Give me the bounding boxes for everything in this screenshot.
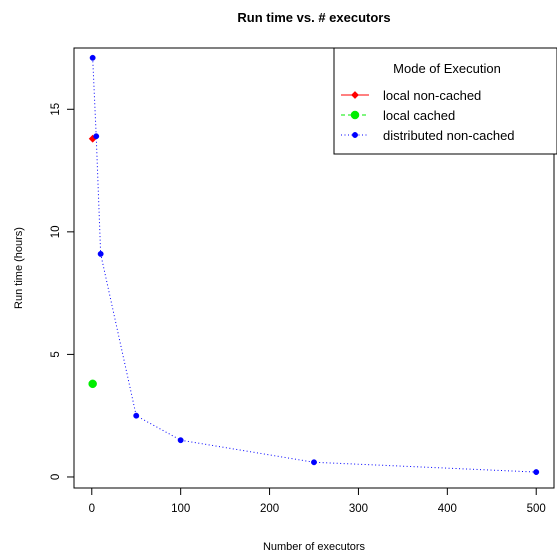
chart-title: Run time vs. # executors	[237, 10, 390, 25]
x-tick-label: 300	[349, 503, 368, 515]
y-axis: 0 5 10 15	[50, 103, 74, 480]
x-tick-label: 500	[527, 503, 546, 515]
legend-swatch-marker	[352, 132, 358, 138]
data-point	[97, 250, 104, 257]
y-tick-label: 0	[50, 474, 62, 480]
y-axis-label: Run time (hours)	[13, 227, 25, 309]
legend-item: distributed non-cached	[341, 128, 515, 143]
x-tick-label: 200	[260, 503, 279, 515]
data-point	[311, 459, 317, 466]
legend-swatch-marker	[350, 110, 360, 120]
series-layer	[88, 54, 540, 476]
data-point	[133, 412, 140, 419]
x-tick-label: 100	[171, 503, 190, 515]
x-tick-label: 0	[89, 503, 95, 515]
legend-swatch-marker	[351, 91, 359, 99]
y-tick-label: 15	[50, 103, 62, 116]
legend-label: local non-cached	[383, 88, 481, 103]
data-point	[89, 54, 96, 61]
data-point	[533, 469, 540, 476]
legend-title: Mode of Execution	[393, 61, 501, 76]
series-distributed-non-cached	[89, 54, 540, 476]
series-local-cached	[88, 379, 97, 389]
y-tick-label: 10	[50, 225, 62, 238]
legend-item: local cached	[341, 108, 455, 123]
plot-frame	[73, 47, 555, 489]
x-axis: 0 100 200 300 400 500	[89, 488, 546, 515]
legend-item: local non-cached	[341, 88, 481, 103]
data-point	[88, 379, 97, 389]
legend-box	[333, 47, 557, 155]
legend: Mode of Execution local non-cachedlocal …	[333, 47, 557, 155]
data-point	[177, 437, 184, 444]
x-tick-label: 400	[438, 503, 457, 515]
y-tick-label: 5	[50, 351, 62, 357]
legend-label: local cached	[383, 108, 455, 123]
x-axis-label: Number of executors	[263, 541, 366, 553]
data-point	[93, 133, 100, 140]
legend-label: distributed non-cached	[383, 128, 515, 143]
legend-items: local non-cached local cached distributed …	[341, 88, 515, 143]
